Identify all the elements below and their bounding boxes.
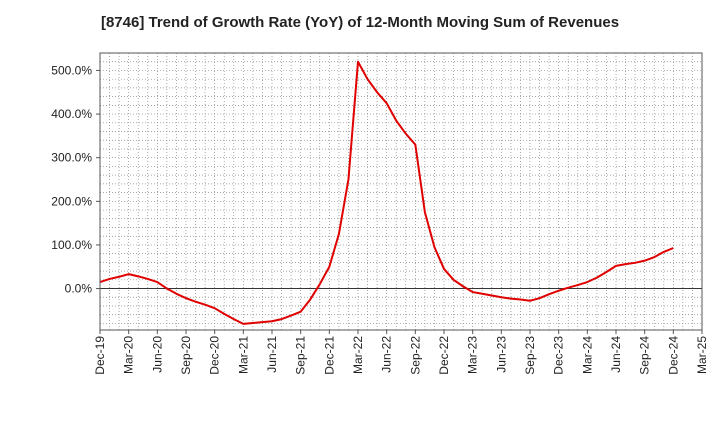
x-tick-label: Dec-19: [93, 336, 107, 375]
x-tick-label: Sep-22: [408, 336, 422, 375]
x-tick-label: Sep-21: [294, 336, 308, 375]
y-tick-label: 300.0%: [51, 151, 92, 165]
x-tick-label: Sep-23: [523, 336, 537, 375]
x-tick-label: Mar-21: [236, 336, 250, 374]
grid-lines: [100, 52, 702, 330]
x-tick-label: Sep-20: [179, 336, 193, 375]
y-tick-label: 0.0%: [65, 282, 93, 296]
y-tick-label: 200.0%: [51, 194, 92, 208]
x-tick-label: Jun-20: [150, 336, 164, 373]
x-axis-ticks: Dec-19 Mar-20 Jun-20 Sep-20 Dec-20 Mar-21 Jun-…: [93, 330, 709, 375]
y-axis-ticks: 0.0% 100.0% 200.0% 300.0% 400.0% 500.0%: [51, 63, 100, 296]
x-tick-label: Dec-22: [437, 336, 451, 375]
y-tick-label: 400.0%: [51, 107, 92, 121]
x-tick-label: Sep-24: [638, 336, 652, 375]
x-tick-label: Dec-23: [552, 336, 566, 375]
x-tick-label: Jun-23: [494, 336, 508, 373]
x-tick-label: Mar-23: [466, 336, 480, 374]
x-tick-label: Mar-24: [580, 336, 594, 374]
x-tick-label: Dec-20: [208, 336, 222, 375]
y-tick-label: 100.0%: [51, 238, 92, 252]
x-tick-label: Jun-24: [609, 336, 623, 373]
plot-area: [100, 53, 702, 330]
x-tick-label: Jun-21: [265, 336, 279, 373]
y-tick-label: 500.0%: [51, 63, 92, 77]
x-tick-label: Dec-24: [666, 336, 680, 375]
series-line: [99, 60, 674, 325]
x-tick-label: Mar-22: [351, 336, 365, 374]
x-tick-label: Jun-22: [380, 336, 394, 373]
series-layer: [99, 60, 674, 325]
x-tick-label: Mar-25: [695, 336, 709, 374]
x-tick-label: Mar-20: [122, 336, 136, 374]
chart-title: [8746] Trend of Growth Rate (YoY) of 12-…: [100, 14, 620, 31]
plot-frame: [99, 52, 703, 331]
x-tick-label: Dec-21: [322, 336, 336, 375]
